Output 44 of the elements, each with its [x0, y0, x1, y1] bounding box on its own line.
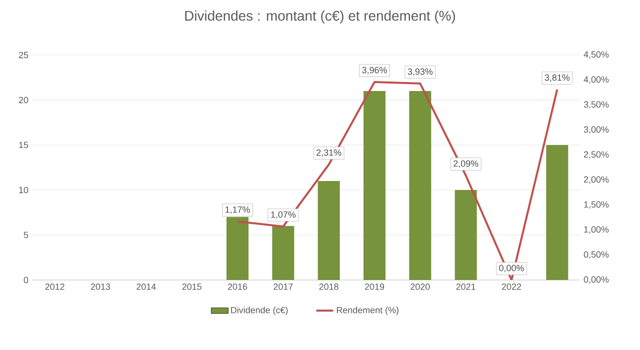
y2-tick-label: 2,50% [584, 151, 609, 159]
bar [546, 145, 568, 280]
x-tick-label: 2014 [136, 284, 156, 290]
data-label: 1,07% [271, 211, 296, 219]
y-tick-label: 20 [18, 96, 28, 104]
x-tick-label: 2015 [182, 284, 202, 290]
data-label: 2,31% [316, 149, 342, 157]
data-label: 1,17% [225, 206, 250, 214]
y-tick-label: 15 [19, 142, 28, 148]
bar [318, 181, 340, 280]
y2-tick-label: 3,00% [584, 126, 609, 134]
x-tick-label: 2022 [502, 284, 522, 290]
y2-tick-label: 0,50% [584, 251, 609, 259]
data-label: 3,96% [362, 66, 387, 74]
legend-label: Dividende (c€) [231, 306, 288, 316]
data-label: 2,09% [454, 160, 478, 168]
y-tick-label: 10 [19, 186, 28, 194]
x-tick-label: 2016 [228, 284, 248, 290]
data-label: 3,81% [544, 74, 570, 82]
x-tick-label: 2019 [364, 284, 384, 290]
legend-label: Rendement (%) [336, 306, 398, 316]
x-tick-label: 2017 [274, 284, 293, 290]
chart-title: Dividendes : montant (c€) et rendement (%) [185, 10, 456, 24]
y2-tick-label: 1,50% [584, 201, 609, 209]
bar [364, 91, 386, 280]
y2-tick-label: 4,50% [584, 51, 609, 59]
x-tick-label: 2013 [90, 284, 110, 290]
bar [272, 226, 294, 280]
x-tick-label: 2018 [319, 284, 338, 290]
bar [409, 91, 432, 280]
data-label: 3,93% [408, 68, 433, 76]
x-tick-label: 2020 [410, 284, 430, 290]
y2-tick-label: 2,00% [584, 176, 609, 184]
y-tick-label: 5 [24, 232, 28, 238]
x-tick-label: 2021 [456, 284, 476, 290]
y-tick-label: 0 [24, 276, 28, 284]
y2-tick-label: 3,50% [584, 101, 609, 109]
data-label: 0,00% [499, 264, 524, 272]
y-tick-label: 25 [18, 52, 28, 58]
y2-tick-label: 1,00% [584, 226, 609, 234]
y2-tick-label: 4,00% [584, 76, 609, 84]
bar [454, 190, 477, 280]
x-tick-label: 2012 [45, 284, 64, 290]
y2-tick-label: 0,00% [584, 276, 609, 284]
